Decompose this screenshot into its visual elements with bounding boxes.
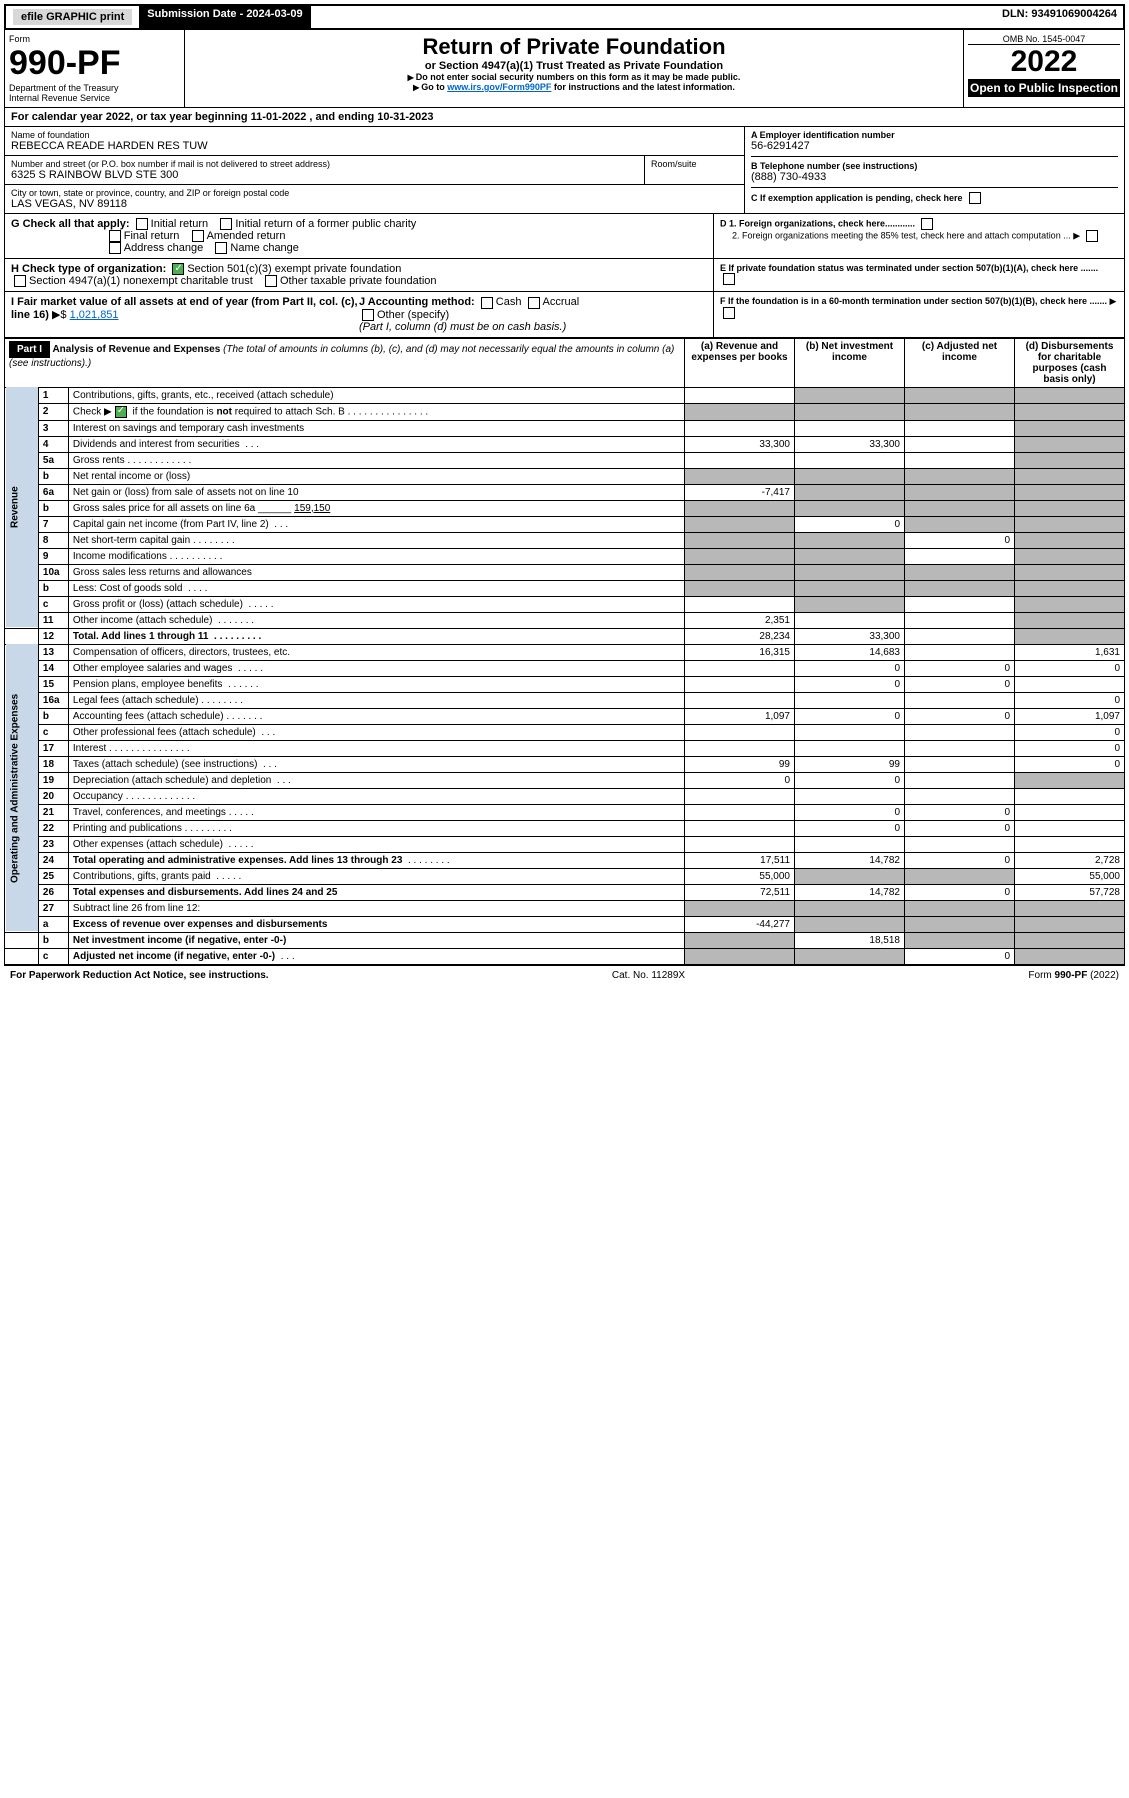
tel-label: B Telephone number (see instructions) (751, 161, 1118, 171)
foundation-name: REBECCA READE HARDEN RES TUW (11, 140, 738, 152)
footer: For Paperwork Reduction Act Notice, see … (4, 965, 1125, 985)
d2-label: 2. Foreign organizations meeting the 85%… (732, 230, 1071, 240)
telephone: (888) 730-4933 (751, 171, 1118, 183)
g-namechange[interactable] (215, 242, 227, 254)
submission-date: Submission Date - 2024-03-09 (141, 6, 310, 28)
revenue-side-label: Revenue (5, 387, 39, 628)
form-subtitle: or Section 4947(a)(1) Trust Treated as P… (189, 60, 959, 72)
topbar: efile GRAPHIC print Submission Date - 20… (4, 4, 1125, 30)
form-title: Return of Private Foundation (189, 34, 959, 60)
name-label: Name of foundation (11, 130, 738, 140)
address: 6325 S RAINBOW BLVD STE 300 (11, 169, 638, 181)
i-value[interactable]: 1,021,851 (70, 309, 119, 321)
g-final[interactable] (109, 230, 121, 242)
omb: OMB No. 1545-0047 (968, 34, 1120, 45)
col-c-header: (c) Adjusted net income (905, 338, 1015, 387)
g-amended[interactable] (192, 230, 204, 242)
form-label: Form (9, 34, 180, 44)
open-inspection: Open to Public Inspection (968, 79, 1120, 97)
ein-label: A Employer identification number (751, 130, 1118, 140)
d1-label: D 1. Foreign organizations, check here..… (720, 218, 915, 228)
efile-print-btn[interactable]: efile GRAPHIC print (6, 6, 141, 28)
note-ssn: Do not enter social security numbers on … (189, 72, 959, 82)
part1-table: Part I Analysis of Revenue and Expenses … (4, 338, 1125, 965)
col-b-header: (b) Net investment income (795, 338, 905, 387)
dept: Department of the Treasury (9, 83, 180, 93)
h-501c3[interactable] (172, 263, 184, 275)
col-a-header: (a) Revenue and expenses per books (685, 338, 795, 387)
footer-left: For Paperwork Reduction Act Notice, see … (10, 970, 269, 981)
f-label: F If the foundation is in a 60-month ter… (720, 296, 1107, 306)
schb-checkbox[interactable] (115, 406, 127, 418)
form-header: Form 990-PF Department of the Treasury I… (4, 30, 1125, 108)
expenses-side-label: Operating and Administrative Expenses (5, 644, 39, 932)
g-initial[interactable] (136, 218, 148, 230)
ein: 56-6291427 (751, 140, 1118, 152)
dln: DLN: 93491069004264 (996, 6, 1123, 28)
note-goto: Go to www.irs.gov/Form990PF for instruct… (189, 82, 959, 92)
j-accrual[interactable] (528, 297, 540, 309)
j-note: (Part I, column (d) must be on cash basi… (359, 321, 566, 333)
section-g-d: G Check all that apply: Initial return I… (4, 214, 1125, 259)
c-label: C If exemption application is pending, c… (751, 193, 963, 203)
city-label: City or town, state or province, country… (11, 188, 738, 198)
part1-label: Part I (9, 341, 50, 358)
j-other[interactable] (362, 309, 374, 321)
e-label: E If private foundation status was termi… (720, 263, 1098, 273)
d1-checkbox[interactable] (921, 218, 933, 230)
irs: Internal Revenue Service (9, 93, 180, 103)
j-label: J Accounting method: (359, 296, 475, 308)
f-checkbox[interactable] (723, 307, 735, 319)
footer-right: Form 990-PF (2022) (1028, 970, 1119, 981)
form-number: 990-PF (9, 44, 180, 83)
part1-title: Analysis of Revenue and Expenses (52, 344, 220, 355)
city: LAS VEGAS, NV 89118 (11, 198, 738, 210)
footer-center: Cat. No. 11289X (612, 970, 685, 981)
h-label: H Check type of organization: (11, 263, 166, 275)
calendar-year-row: For calendar year 2022, or tax year begi… (4, 108, 1125, 127)
addr-label: Number and street (or P.O. box number if… (11, 159, 638, 169)
e-checkbox[interactable] (723, 273, 735, 285)
i-label: I Fair market value of all assets at end… (11, 296, 358, 321)
g-addrchange[interactable] (109, 242, 121, 254)
g-label: G Check all that apply: (11, 218, 130, 230)
g-initial-former[interactable] (220, 218, 232, 230)
irs-link[interactable]: www.irs.gov/Form990PF (447, 82, 551, 92)
h-4947[interactable] (14, 275, 26, 287)
section-h-e: H Check type of organization: Section 50… (4, 259, 1125, 292)
tax-year: 2022 (968, 45, 1120, 79)
section-i-j-f: I Fair market value of all assets at end… (4, 292, 1125, 337)
c-checkbox[interactable] (969, 192, 981, 204)
entity-block: Name of foundation REBECCA READE HARDEN … (4, 127, 1125, 214)
j-cash[interactable] (481, 297, 493, 309)
room-label: Room/suite (651, 159, 738, 169)
col-d-header: (d) Disbursements for charitable purpose… (1015, 338, 1125, 387)
d2-checkbox[interactable] (1086, 230, 1098, 242)
h-other-taxable[interactable] (265, 275, 277, 287)
